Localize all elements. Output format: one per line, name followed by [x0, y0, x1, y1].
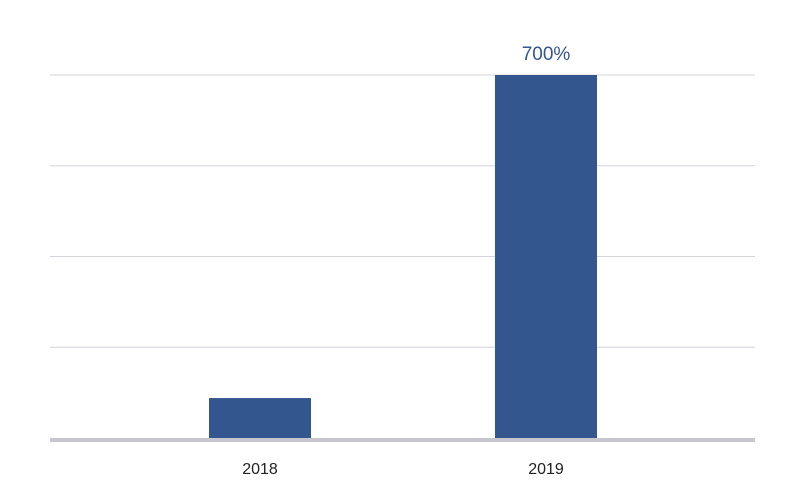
bar [209, 398, 311, 438]
bar [495, 75, 597, 438]
value-label: 700% [522, 44, 571, 65]
x-tick-label: 2019 [528, 461, 564, 478]
x-tick-label: 2018 [242, 461, 278, 478]
